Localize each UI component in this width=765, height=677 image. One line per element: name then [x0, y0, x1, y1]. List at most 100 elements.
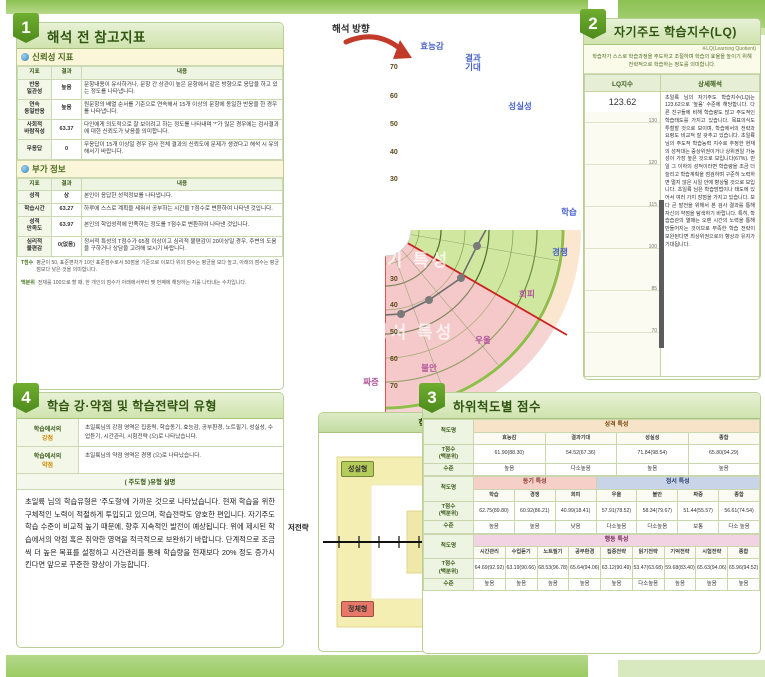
- strength-text: 초일륙님의 강점 영역은 집중력, 학습동기, 효능감, 공부환경, 노트필기,…: [85, 425, 273, 440]
- radar-label-anxiety: 불안: [421, 363, 437, 373]
- radar-chart: 성격 특성 행동 특성 동기 특성 정서 특성 해석 방향 70 60 50 4…: [150, 18, 620, 435]
- lq-detail-cell: 초일륙 님의 자기주도 학습지수(LQ)는 123.62으로 '높음' 수준에 …: [660, 90, 760, 377]
- scale-name-label: 척도명: [423, 533, 474, 560]
- section-4-title: 학습 강·약점 및 학습전략의 유형: [47, 399, 217, 413]
- col-study-environment: 공부환경: [568, 546, 602, 560]
- table-row: 사회적 바람직성 63.37 다인에게 의도적으로 잘 보이려고 하는 정도를 …: [17, 118, 283, 140]
- row-index: 무응답: [17, 138, 52, 160]
- weakness-row: 학습에서의 약점 초일륙님의 약점 영역은 경쟁 (으)로 나타났습니다.: [17, 447, 283, 475]
- col-total: 종합: [718, 489, 760, 502]
- strength-label: 학습에서의 강점: [17, 419, 79, 447]
- level-cell: 높음: [513, 520, 556, 534]
- level-cell: 높음: [504, 577, 538, 592]
- row-desc: 본인의 학업성적에 만족하는 정도를 T점수로 변환하여 나타낸 것입니다.: [81, 215, 283, 237]
- table-row: T점수 (백분위) 64.69(92.92) 63.19(90.66) 68.5…: [423, 558, 760, 579]
- table-row: 척도명 성격 특성: [423, 419, 760, 445]
- radar-scale-30-top: 30: [390, 176, 398, 183]
- lq-table-body-row: 123.62 130 120 115 100 85 70: [584, 90, 760, 377]
- table-row: 성적 만족도 63.97 본인의 학업성적에 만족하는 정도를 T점수로 변환하…: [17, 215, 283, 237]
- col-anxiety: 불안: [636, 489, 679, 502]
- score-cell: 65.96(94.52): [727, 558, 760, 579]
- level-cell: 높음: [473, 463, 546, 477]
- col-competition: 경쟁: [513, 489, 556, 502]
- radar-scale-30-bottom: 30: [390, 276, 398, 283]
- col-note-taking: 노트필기: [536, 546, 570, 560]
- row-result: 63.97: [51, 215, 82, 237]
- table-row: 효능감 결과기대 성실성 종합: [424, 431, 760, 445]
- score-row-label: T점수 (백분위): [423, 443, 474, 465]
- radar-scale-50-bottom: 50: [390, 329, 398, 336]
- lq-gauge: 130 120 115 100 85 70: [585, 111, 664, 376]
- section-2-title: 자기주도 학습지수(LQ): [614, 25, 737, 39]
- lq-description: 학습자가 스스로 학습과정을 주도하고 조절하며 학습의 효율을 높이기 위해 …: [592, 54, 752, 68]
- level-cell: 높음: [568, 577, 602, 592]
- radar-scale-60-bottom: 60: [390, 356, 398, 363]
- score-row-label: T점수 (백분위): [423, 558, 474, 579]
- level-row-label: 수준: [423, 577, 474, 592]
- lq-detail-text: 초일륙 님의 자기주도 학습지수(LQ)는 123.62으로 '높음' 수준에 …: [665, 94, 756, 248]
- col-class-listening: 수업듣기: [504, 546, 538, 560]
- row-index: 성적 만족도: [17, 215, 52, 237]
- score-cell: 57.91(78.52): [595, 500, 638, 522]
- row-result: 높음: [51, 98, 82, 120]
- scale-name-label: 척도명: [423, 476, 474, 502]
- bullet-icon: [21, 53, 29, 61]
- score-cell: 71.84(98.54): [616, 443, 689, 465]
- score-cell: 65.64(94.06): [568, 558, 602, 579]
- score-cell: 65.63(94.06): [695, 558, 729, 579]
- section-3-header: 3 하위척도별 점수: [419, 383, 760, 419]
- col-total: 종합: [687, 431, 760, 445]
- level-cell: 높음: [695, 577, 729, 592]
- bottom-green-bar-right: [618, 660, 765, 677]
- row-result: 63.37: [51, 118, 82, 140]
- score-cell: 54.52(67.36): [544, 443, 617, 465]
- col-memory-strategy: 기억전략: [663, 546, 697, 560]
- score-cell: 40.99(18.41): [554, 500, 597, 522]
- table-row: 학습 경쟁 회피 우울 불안 짜증 종합: [424, 489, 760, 502]
- table-row: 수준 높음 다소높음 높음 높음: [423, 463, 760, 477]
- reliability-subheader: 신뢰성 지표: [17, 49, 283, 66]
- level-cell: 다소 높음: [718, 520, 760, 534]
- gauge-tick-85: 85: [651, 285, 657, 292]
- radar-label-outcome-expectation: 결과 기대: [465, 53, 481, 72]
- radar-svg: [343, 34, 581, 435]
- table-header-row: 지표 결과 내용: [17, 177, 283, 192]
- row-desc: 정서적 특성의 T점수가 65점 이상이고 심리적 불편감이 20이상일 경우,…: [81, 235, 283, 257]
- table-row: T점수 (백분위) 61.90(88.30) 54.52(67.36) 71.8…: [423, 443, 760, 465]
- lq-gauge-bar: [659, 199, 664, 348]
- section-3-number: 3: [419, 383, 445, 413]
- radar-label-irritation: 짜증: [363, 377, 379, 387]
- table-row: 무응답 0 무응답이 15개 이상일 경우 검사 전체 결과의 신뢰도에 문제가…: [17, 138, 283, 160]
- score-row-label: T점수 (백분위): [423, 500, 474, 522]
- lq-table: LQ지수 상세해석 123.62 130 120 115: [584, 73, 760, 377]
- gauge-tick-70: 70: [651, 327, 657, 334]
- strength-badge: 강점: [41, 435, 54, 442]
- footnote-percentile-label: 백분위: [21, 280, 35, 287]
- radar-scale-40-top: 40: [390, 149, 398, 156]
- row-desc: 원문항의 배열 순서를 기준으로 연속해서 15개 이상의 문항에 동일한 반응…: [81, 98, 283, 120]
- scale-name-label: 척도명: [423, 419, 474, 445]
- table-row: 연속 동일반응 높음 원문항의 배열 순서를 기준으로 연속해서 15개 이상의…: [17, 98, 283, 120]
- footnote-percentile-text: 전체를 100으로 할 때, 한 개인의 점수가 아래에서부터 몇 번째에 해당…: [37, 280, 247, 287]
- row-index: 사회적 바람직성: [17, 118, 52, 140]
- score-cell: 53.47(63.68): [631, 558, 665, 579]
- weakness-label: 학습에서의 약점: [17, 447, 79, 474]
- col-time-management: 시간관리: [473, 546, 506, 560]
- lq-table-header-row: LQ지수 상세해석: [584, 73, 760, 92]
- table-row: 시간관리 수업듣기 노트필기 공부환경 집중전략 읽기전략 기억전략 시험전략 …: [424, 546, 760, 560]
- radar-label-conscientiousness: 성실성: [508, 101, 532, 111]
- row-index: 반응 일관성: [17, 78, 52, 100]
- col-index: 지표: [17, 177, 52, 192]
- score-cell: 58.34(79.67): [636, 500, 679, 522]
- row-result: 0(없음): [51, 235, 82, 257]
- level-row-label: 수준: [423, 463, 474, 477]
- lq-abbrev-note: ※LQ(Learning Quotient): [702, 46, 756, 52]
- table-header-row: 지표 결과 내용: [17, 66, 283, 80]
- table-row: T점수 (백분위) 62.75(89.80) 60.92(86.21) 40.9…: [423, 500, 760, 522]
- row-result: 0: [51, 138, 82, 160]
- lq-score-value: 123.62: [585, 91, 660, 112]
- top-green-bar-left: [6, 0, 588, 14]
- radar-label-learning: 학습: [561, 207, 577, 217]
- score-cell: 56.61(74.54): [718, 500, 760, 522]
- reliability-table: 지표 결과 내용 반응 일관성 높음 문항내용이 유사하거나, 문항 간 상관이…: [17, 66, 283, 160]
